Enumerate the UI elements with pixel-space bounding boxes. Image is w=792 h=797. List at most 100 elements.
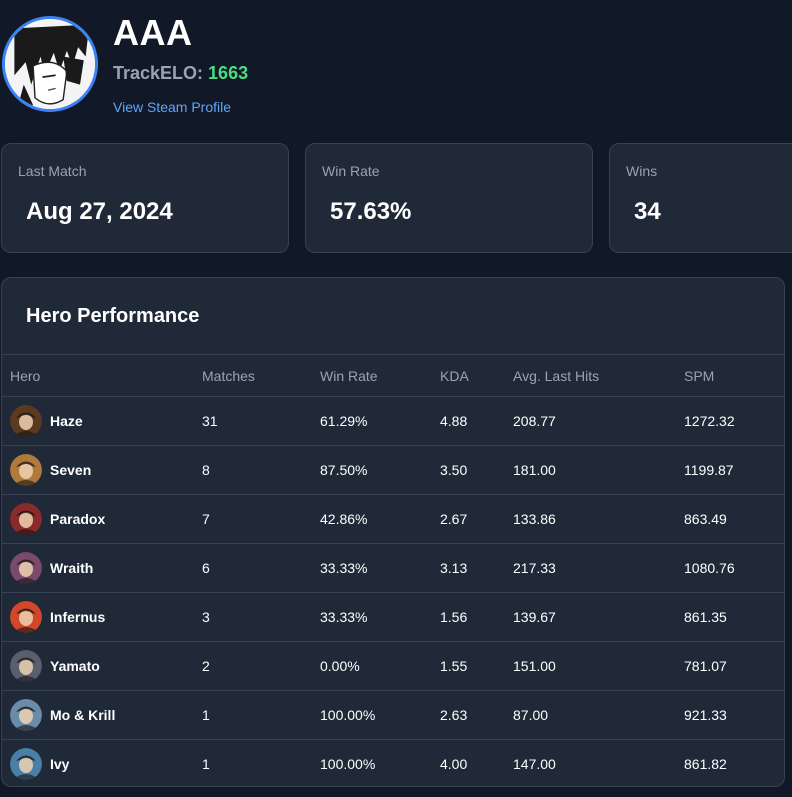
column-header-spm: SPM <box>676 354 784 397</box>
hero-cell-content: Ivy <box>10 748 194 781</box>
hero-cell: Infernus <box>2 592 194 642</box>
matches-cell: 31 <box>194 396 312 446</box>
elo-label: TrackELO: <box>113 63 209 83</box>
hero-performance-table: Hero Matches Win Rate KDA Avg. Last Hits… <box>2 354 784 787</box>
avatar <box>2 16 98 112</box>
hero-cell: Paradox <box>2 494 194 544</box>
win-rate-cell: 87.50% <box>312 445 432 495</box>
matches-cell: 7 <box>194 494 312 544</box>
hero-name: Ivy <box>50 756 70 773</box>
win-rate-cell: 33.33% <box>312 543 432 593</box>
spm-cell: 1272.32 <box>676 396 784 446</box>
matches-cell: 1 <box>202 756 210 773</box>
kda-cell: 3.50 <box>432 445 505 495</box>
stat-card-wins: Wins 34 <box>609 143 792 253</box>
matches-cell: 1 <box>194 690 312 740</box>
table-row: Paradox 7 42.86% 2.67 133.86 863.49 <box>2 494 784 544</box>
hero-portrait-icon <box>10 454 42 486</box>
spm-cell: 863.49 <box>676 494 784 544</box>
table-row: Ivy 1 100.00% 4.00 147.00 861.82 <box>2 740 784 787</box>
column-header-kda: KDA <box>432 354 505 397</box>
hero-cell: Mo & Krill <box>2 690 194 740</box>
win-rate-cell: 100.00% <box>312 690 432 740</box>
spm-cell: 781.07 <box>676 641 784 691</box>
stat-value: 57.63% <box>330 198 412 225</box>
table-row: Infernus 3 33.33% 1.56 139.67 861.35 <box>2 592 784 642</box>
hero-cell-content: Seven <box>10 454 194 486</box>
hero-portrait-icon <box>10 699 42 731</box>
hero-cell-content: Haze <box>10 405 194 437</box>
hero-name: Paradox <box>50 511 106 527</box>
column-header-avg-last-hits: Avg. Last Hits <box>505 354 676 397</box>
hero-portrait-icon <box>10 552 42 584</box>
kda-cell: 1.56 <box>432 592 505 642</box>
avg-last-hits-cell: 147.00 <box>513 756 556 773</box>
elo-value: 1663 <box>208 63 249 83</box>
hero-cell: Haze <box>2 396 194 446</box>
avg-last-hits-cell: 181.00 <box>505 445 676 495</box>
kda-cell: 4.00 <box>440 756 468 773</box>
hero-cell: Ivy <box>2 740 194 787</box>
stat-label: Wins <box>626 163 658 179</box>
win-rate-cell: 33.33% <box>312 592 432 642</box>
spm-cell: 861.82 <box>684 756 727 773</box>
spm-cell: 861.35 <box>676 592 784 642</box>
table-row: Yamato 2 0.00% 1.55 151.00 781.07 <box>2 641 784 691</box>
hero-name: Infernus <box>50 609 106 625</box>
kda-cell: 2.67 <box>432 494 505 544</box>
hero-cell-content: Mo & Krill <box>10 699 194 731</box>
kda-cell: 1.55 <box>432 641 505 691</box>
matches-cell: 3 <box>194 592 312 642</box>
hero-cell-content: Yamato <box>10 650 194 682</box>
panel-title: Hero Performance <box>26 305 200 327</box>
stat-value: Aug 27, 2024 <box>26 198 173 225</box>
hero-name: Haze <box>50 413 83 429</box>
hero-cell: Seven <box>2 445 194 495</box>
hero-name: Mo & Krill <box>50 707 116 723</box>
hero-cell-content: Paradox <box>10 503 194 535</box>
win-rate-cell: 61.29% <box>312 396 432 446</box>
avg-last-hits-cell: 87.00 <box>505 690 676 740</box>
stat-card-last-match: Last Match Aug 27, 2024 <box>1 143 289 253</box>
hero-portrait-icon <box>10 650 42 682</box>
column-header-hero: Hero <box>2 354 194 397</box>
hero-performance-panel: Hero Performance Hero Matches Win Rate K… <box>1 277 785 787</box>
table-row: Mo & Krill 1 100.00% 2.63 87.00 921.33 <box>2 690 784 740</box>
anime-portrait-icon <box>5 19 95 109</box>
column-header-win-rate: Win Rate <box>312 354 432 397</box>
hero-name: Yamato <box>50 658 100 674</box>
hero-portrait-icon <box>10 405 42 437</box>
kda-cell: 3.13 <box>432 543 505 593</box>
avg-last-hits-cell: 133.86 <box>505 494 676 544</box>
avg-last-hits-cell: 217.33 <box>505 543 676 593</box>
avg-last-hits-cell: 208.77 <box>505 396 676 446</box>
win-rate-cell: 0.00% <box>312 641 432 691</box>
hero-portrait-icon <box>10 503 42 535</box>
stat-label: Win Rate <box>322 163 380 179</box>
avg-last-hits-cell: 139.67 <box>505 592 676 642</box>
hero-cell-content: Wraith <box>10 552 194 584</box>
track-elo: TrackELO: 1663 <box>113 63 248 84</box>
spm-cell: 1199.87 <box>676 445 784 495</box>
kda-cell: 4.88 <box>432 396 505 446</box>
hero-cell: Wraith <box>2 543 194 593</box>
hero-name: Wraith <box>50 560 94 576</box>
win-rate-cell: 42.86% <box>312 494 432 544</box>
stat-label: Last Match <box>18 163 87 179</box>
table-row: Haze 31 61.29% 4.88 208.77 1272.32 <box>2 396 784 446</box>
view-steam-profile-link[interactable]: View Steam Profile <box>113 99 232 115</box>
win-rate-cell: 100.00% <box>320 756 376 773</box>
matches-cell: 6 <box>194 543 312 593</box>
spm-cell: 1080.76 <box>676 543 784 593</box>
column-header-matches: Matches <box>194 354 312 397</box>
kda-cell: 2.63 <box>432 690 505 740</box>
player-name: AAA <box>113 12 193 53</box>
profile-header: AAA TrackELO: 1663 View Steam Profile <box>0 0 792 130</box>
hero-cell-content: Infernus <box>10 601 194 633</box>
spm-cell: 921.33 <box>676 690 784 740</box>
matches-cell: 8 <box>194 445 312 495</box>
table-header-row: Hero Matches Win Rate KDA Avg. Last Hits… <box>2 354 784 397</box>
hero-portrait-icon <box>10 748 42 781</box>
matches-cell: 2 <box>194 641 312 691</box>
